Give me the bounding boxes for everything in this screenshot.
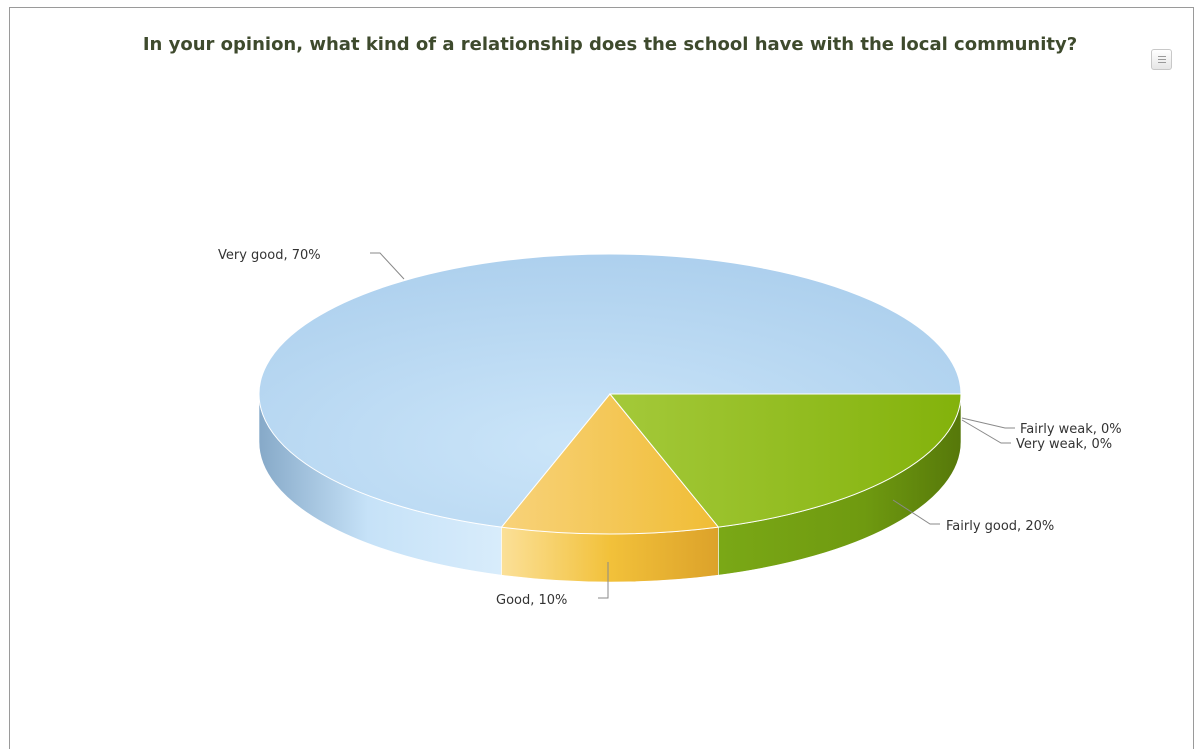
label-connector-fairly-weak bbox=[961, 417, 1015, 429]
label-connector-good bbox=[598, 562, 609, 599]
pie-side-good[interactable] bbox=[501, 526, 719, 583]
data-label-very-good: Very good, 70% bbox=[218, 248, 321, 263]
data-label-fairly-weak: Fairly weak, 0% bbox=[1020, 422, 1122, 437]
chart-title: In your opinion, what kind of a relation… bbox=[142, 34, 1078, 55]
pie-slice-fairly-good[interactable] bbox=[608, 393, 962, 528]
data-label-very-weak: Very weak, 0% bbox=[1016, 437, 1112, 452]
context-menu-icon[interactable] bbox=[1151, 49, 1172, 70]
data-label-fairly-good: Fairly good, 20% bbox=[946, 519, 1054, 534]
data-label-good: Good, 10% bbox=[496, 593, 567, 608]
label-connector-fairly-good bbox=[892, 499, 940, 525]
pie-slice-good[interactable] bbox=[500, 393, 720, 535]
pie-slice-very-good[interactable] bbox=[258, 253, 962, 528]
label-connector-very-weak bbox=[961, 419, 1011, 444]
label-connector-very-good bbox=[370, 252, 405, 280]
